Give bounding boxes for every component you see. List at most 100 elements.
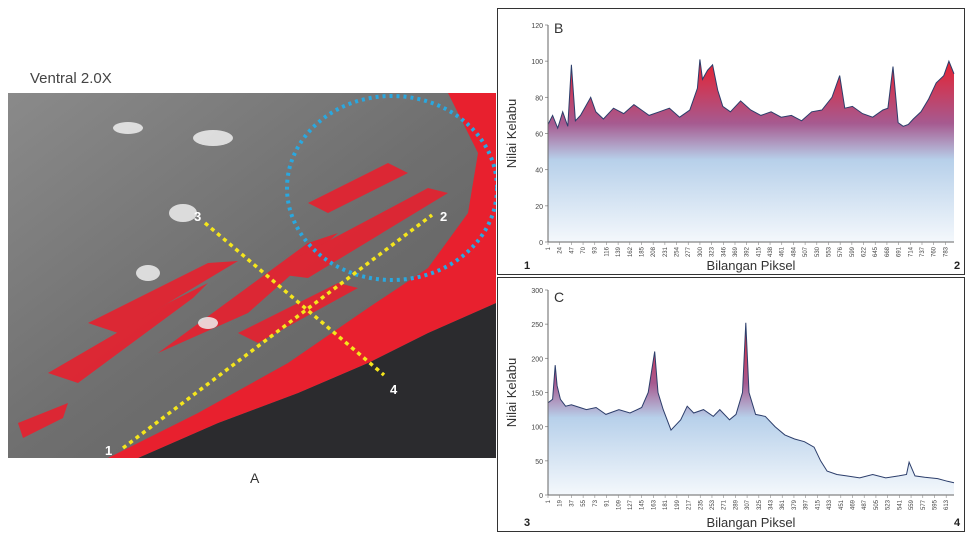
x-tick-label: 346 — [721, 246, 727, 257]
y-tick-label: 0 — [539, 240, 543, 247]
x-tick-label: 253 — [710, 499, 716, 510]
corner-label-right: 4 — [954, 517, 961, 529]
x-tick-label: 576 — [838, 246, 844, 257]
x-tick-label: 530 — [815, 246, 821, 257]
x-tick-label: 1 — [546, 246, 552, 250]
x-tick-label: 645 — [873, 246, 879, 257]
x-tick-label: 613 — [944, 499, 950, 510]
x-tick-label: 622 — [862, 246, 868, 257]
profile-line-1-2 — [121, 213, 434, 450]
x-tick-label: 451 — [839, 499, 845, 510]
x-tick-label: 668 — [885, 246, 891, 257]
y-tick-label: 100 — [531, 425, 543, 432]
dark-background-region — [138, 303, 496, 458]
panel-a-title: Ventral 2.0X — [30, 70, 112, 87]
y-tick-label: 150 — [531, 391, 543, 398]
chart-b: B 0 20 40 60 80 100 120 1 24 47 70 93 116 139 162 185 208… — [504, 20, 960, 273]
x-tick-label: 163 — [651, 499, 657, 510]
y-tick-label: 120 — [531, 23, 543, 30]
x-tick-label: 505 — [874, 499, 880, 510]
x-tick-label: 199 — [675, 499, 681, 510]
x-tick-label: 361 — [780, 499, 786, 510]
y-axis-title: Nilai Kelabu — [504, 358, 519, 427]
panel-letter: B — [554, 20, 563, 36]
x-tick-label: 783 — [943, 246, 949, 257]
x-tick-label: 235 — [698, 499, 704, 510]
x-tick-label: 91 — [605, 499, 611, 506]
x-tick-label: 343 — [769, 499, 775, 510]
x-tick-label: 254 — [675, 246, 681, 257]
panel-letter: C — [554, 289, 564, 305]
series-area — [548, 59, 954, 243]
x-tick-label: 127 — [628, 499, 634, 510]
panel-a-label: A — [250, 470, 260, 486]
x-tick-label: 217 — [687, 499, 693, 510]
x-tick-label: 691 — [897, 246, 903, 257]
x-tick-label: 24 — [558, 246, 564, 253]
x-tick-label: 559 — [909, 499, 915, 510]
micrograph-image: 1 2 3 4 — [8, 93, 496, 458]
x-tick-label: 55 — [581, 499, 587, 506]
corner-label-left: 3 — [524, 517, 530, 529]
marker-4: 4 — [390, 382, 398, 397]
x-tick-label: 185 — [639, 246, 645, 257]
x-tick-label: 469 — [851, 499, 857, 510]
corner-label-right: 2 — [954, 260, 960, 272]
chart-c: C 0 50 100 150 200 250 300 1 19 37 55 73 91 109 127 145 1… — [504, 288, 961, 530]
x-tick-label: 109 — [616, 499, 622, 510]
x-tick-label: 325 — [757, 499, 763, 510]
x-tick-label: 577 — [921, 499, 927, 510]
marker-2: 2 — [440, 209, 447, 224]
marker-3: 3 — [194, 209, 201, 224]
x-tick-label: 73 — [593, 499, 599, 506]
y-tick-label: 100 — [531, 59, 543, 66]
x-tick-label: 397 — [804, 499, 810, 510]
y-tick-label: 80 — [535, 95, 543, 102]
x-tick-label: 541 — [897, 499, 903, 510]
x-axis-title: Bilangan Piksel — [707, 258, 796, 273]
chart-b-frame: B 0 20 40 60 80 100 120 1 24 47 70 93 116 139 162 185 208… — [497, 8, 965, 275]
x-tick-label: 271 — [722, 499, 728, 510]
profile-line-3-4 — [203, 221, 386, 377]
x-tick-label: 162 — [628, 246, 634, 257]
x-tick-label: 19 — [558, 499, 564, 506]
x-tick-label: 433 — [827, 499, 833, 510]
series-line — [547, 59, 955, 130]
y-tick-label: 60 — [535, 132, 543, 139]
x-tick-label: 116 — [604, 246, 610, 256]
x-tick-label: 231 — [663, 246, 669, 257]
x-tick-label: 760 — [932, 246, 938, 257]
x-tick-label: 737 — [920, 246, 926, 257]
x-tick-label: 484 — [791, 246, 797, 257]
x-tick-label: 487 — [862, 499, 868, 510]
x-tick-label: 714 — [908, 246, 914, 257]
x-tick-label: 392 — [745, 246, 751, 257]
x-tick-label: 70 — [581, 246, 587, 253]
x-tick-label: 507 — [803, 246, 809, 257]
series-area — [548, 322, 954, 495]
y-tick-label: 200 — [531, 356, 543, 363]
x-tick-label: 1 — [546, 499, 552, 503]
y-tick-label: 40 — [535, 168, 543, 175]
x-tick-label: 37 — [569, 499, 575, 506]
y-tick-label: 50 — [535, 459, 543, 466]
x-tick-label: 523 — [886, 499, 892, 510]
x-tick-label: 415 — [815, 499, 821, 510]
x-tick-label: 369 — [733, 246, 739, 257]
x-tick-label: 438 — [768, 246, 774, 257]
bright-patches — [113, 122, 233, 329]
y-tick-label: 20 — [535, 204, 543, 211]
corner-label-left: 1 — [524, 260, 530, 272]
x-tick-label: 208 — [651, 246, 657, 257]
x-tick-label: 93 — [593, 246, 599, 253]
x-tick-label: 307 — [745, 499, 751, 510]
y-tick-label: 250 — [531, 322, 543, 329]
x-tick-label: 289 — [733, 499, 739, 510]
x-tick-label: 323 — [710, 246, 716, 257]
y-axis-title: Nilai Kelabu — [504, 99, 519, 168]
x-tick-label: 277 — [686, 246, 692, 257]
y-tick-label: 0 — [539, 493, 543, 500]
x-axis-title: Bilangan Piksel — [707, 515, 796, 530]
x-tick-label: 300 — [698, 246, 704, 257]
x-tick-label: 599 — [850, 246, 856, 257]
